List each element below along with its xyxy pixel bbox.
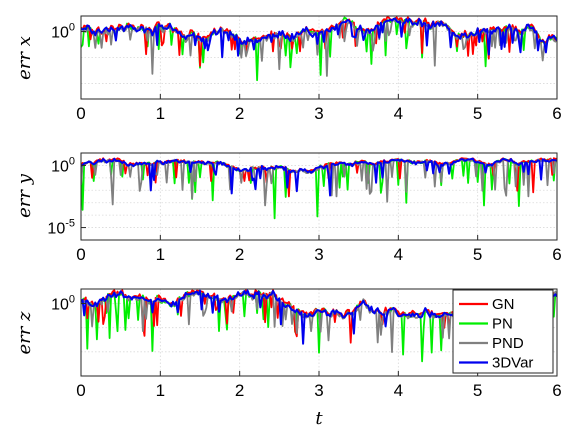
xticks-panel-1: 0 1 2 3 4 5 6 (76, 94, 562, 123)
x-tick-label: 6 (552, 245, 561, 264)
yticks-panel-1: 100 (51, 22, 86, 42)
legend: GN PN PND 3DVar (452, 289, 554, 374)
x-tick-label: 1 (156, 104, 165, 123)
yticks-panel-2: 100 10-5 (47, 155, 86, 238)
x-tick-label: 3 (314, 104, 323, 123)
legend-label-pnd: PND (492, 335, 524, 352)
series-line-3dvar (81, 17, 557, 59)
legend-label-pn: PN (492, 316, 513, 333)
y-tick-label: 100 (51, 294, 75, 314)
panel-err-x: 0 1 2 3 4 5 6 100 err x (14, 15, 562, 123)
x-tick-label: 6 (552, 381, 561, 400)
x-tick-label: 4 (394, 104, 403, 123)
x-tick-label: 6 (552, 104, 561, 123)
legend-label-3dvar: 3DVar (492, 355, 533, 372)
ylabel-panel-3: err z (14, 311, 35, 355)
x-tick-label: 3 (314, 245, 323, 264)
x-tick-label: 4 (394, 381, 403, 400)
y-tick-label: 100 (51, 22, 75, 42)
x-tick-label: 1 (156, 381, 165, 400)
series-panel-2 (81, 157, 557, 220)
x-tick-label: 2 (235, 104, 244, 123)
x-tick-label: 3 (314, 381, 323, 400)
ylabel-panel-2: err y (14, 173, 35, 218)
x-tick-label: 5 (473, 104, 482, 123)
x-tick-label: 5 (473, 245, 482, 264)
x-tick-label: 5 (473, 381, 482, 400)
panel-err-y: 0 1 2 3 4 5 6 100 10-5 err y (14, 152, 562, 264)
xticks-panel-2: 0 1 2 3 4 5 6 (76, 235, 562, 264)
xticks-panel-3: 0 1 2 3 4 5 6 (76, 371, 562, 400)
x-tick-label: 0 (76, 245, 85, 264)
x-tick-label: 2 (235, 381, 244, 400)
legend-entries: GN PN PND 3DVar (459, 296, 533, 372)
yticks-panel-3: 100 (51, 294, 86, 314)
legend-label-gn: GN (492, 296, 515, 313)
x-axis-label: t (315, 408, 323, 429)
series-panel-1 (81, 16, 557, 82)
y-tick-label: 100 (51, 155, 75, 175)
x-tick-label: 0 (76, 104, 85, 123)
x-tick-label: 1 (156, 245, 165, 264)
y-tick-label: 10-5 (47, 218, 75, 238)
series-line-3dvar (81, 157, 557, 197)
x-tick-label: 0 (76, 381, 85, 400)
x-tick-label: 4 (394, 245, 403, 264)
x-tick-label: 2 (235, 245, 244, 264)
ylabel-panel-1: err x (14, 36, 35, 80)
